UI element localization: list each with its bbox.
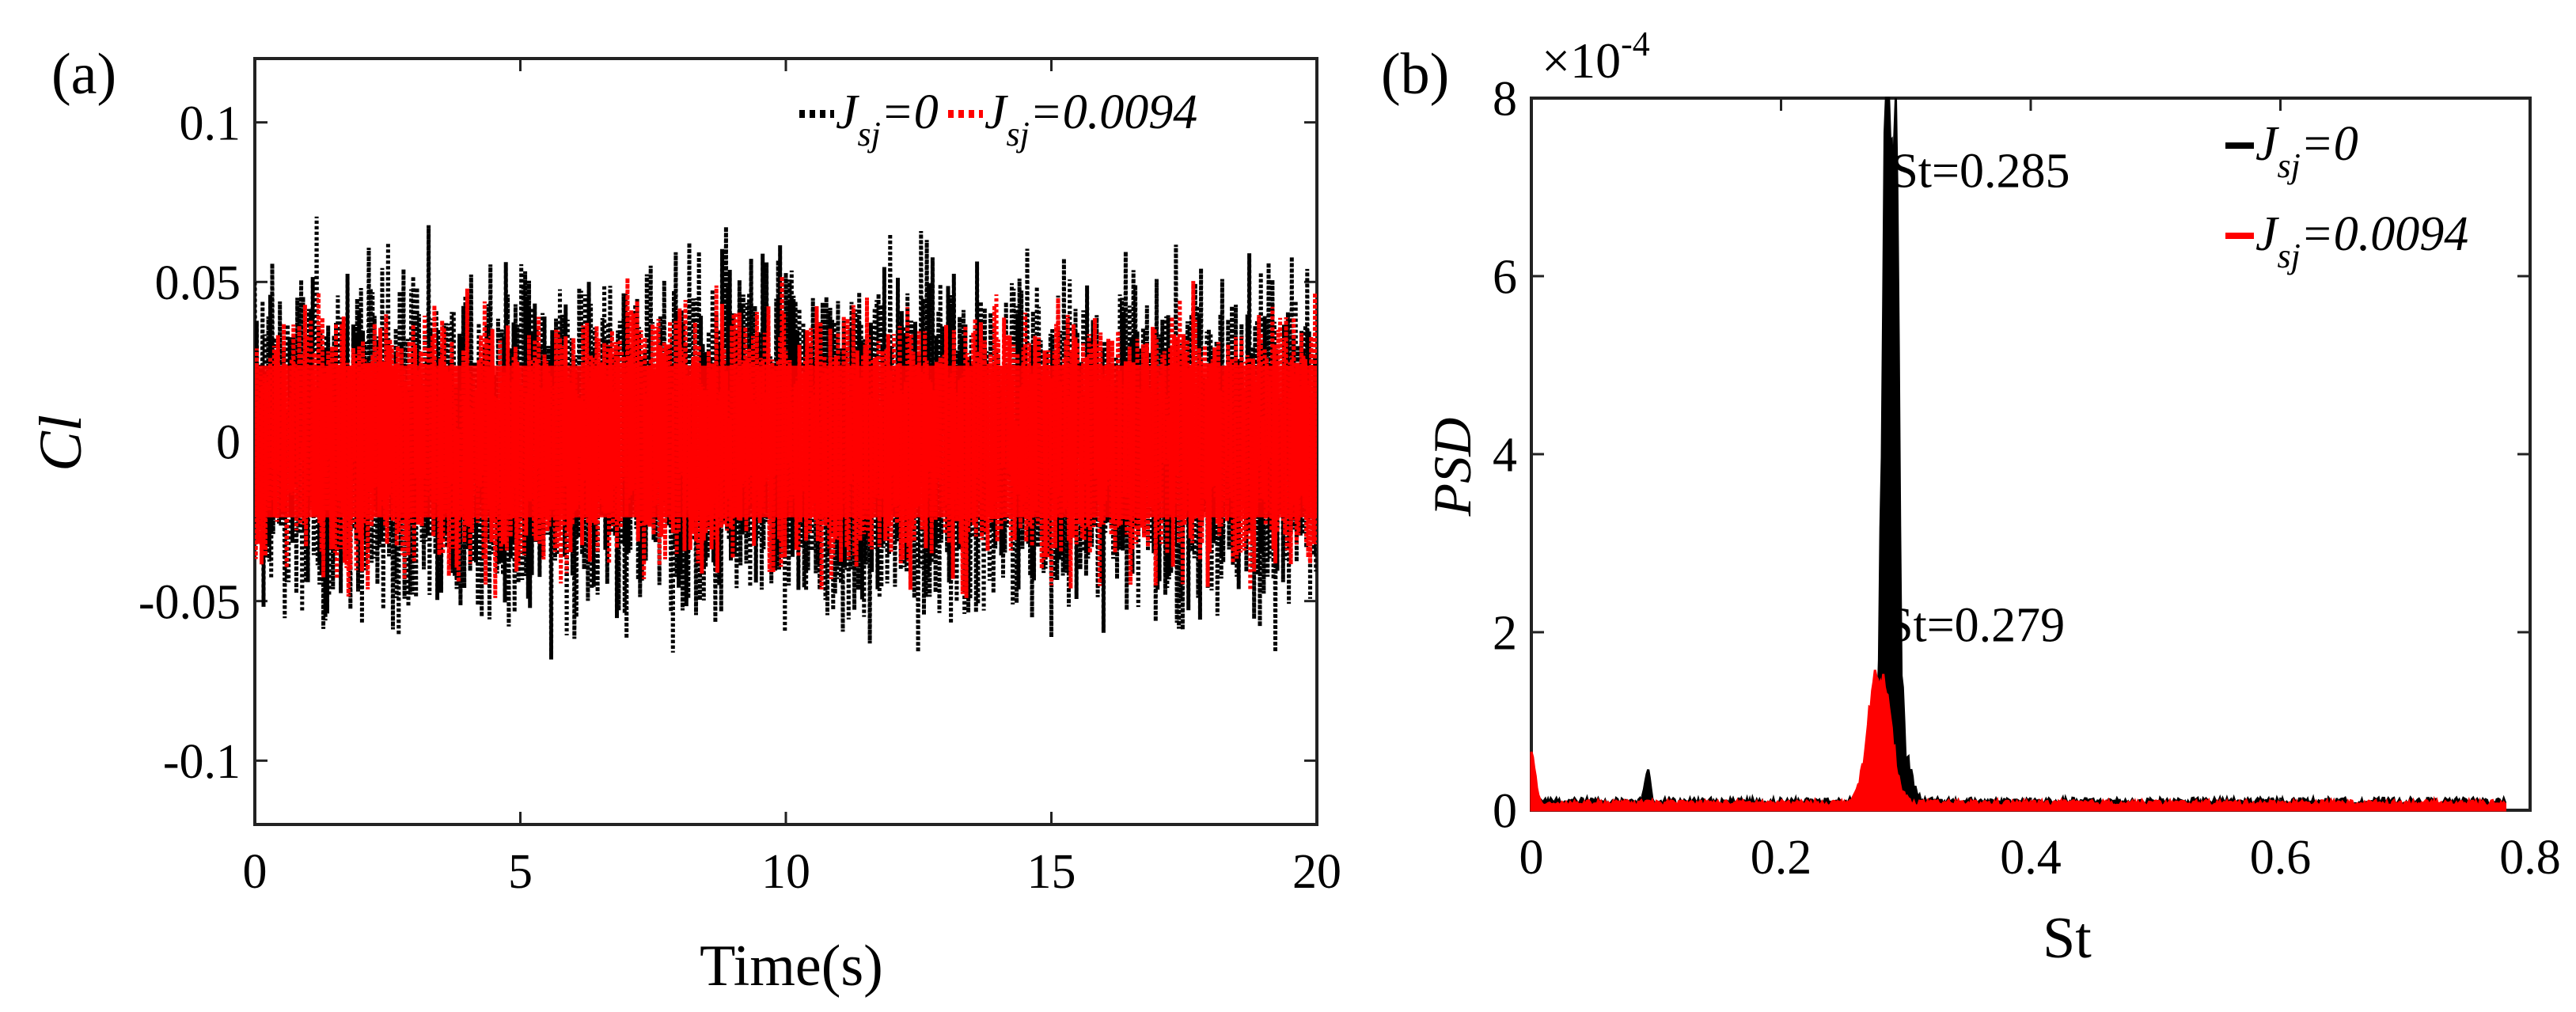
y-tick-label: 0 <box>216 416 241 470</box>
scale-exponent: -4 <box>1621 25 1650 63</box>
legend-a: Jsj=0 Jsj=0.0094 <box>799 85 1197 154</box>
scale-base: ×10 <box>1542 32 1621 89</box>
series-group-a <box>255 216 1317 660</box>
y-tick-label: 0 <box>1493 785 1517 839</box>
y-axis-label-b: PSD <box>1422 418 1482 517</box>
x-axis-label-a: Time(s) <box>700 934 883 999</box>
scale-factor: ×10-4 <box>1542 25 1650 89</box>
panel-a: (a) Cl Time(s) 0 5 10 15 20 -0.1 -0.05 0 0.05 0.1… <box>28 42 1341 999</box>
peak-annotation: St=0.285 <box>1891 145 2070 199</box>
legend-b: Jsj=0 Jsj=0.0094 <box>2225 117 2468 275</box>
x-tick-label: 15 <box>1027 845 1076 899</box>
legend-b-jsj0-label: Jsj=0 <box>2255 117 2358 185</box>
y-tick-label: -0.1 <box>163 735 241 789</box>
y-tick-label: 0.1 <box>180 97 241 150</box>
plot-area-b: 0 0.2 0.4 0.6 0.802468St=0.285St=0.279Jsj=0J… <box>1493 73 2561 885</box>
legend-a-jsj0-label: Jsj=0 <box>836 85 939 154</box>
y-tick-label: 6 <box>1493 251 1517 305</box>
y-tick-label: 8 <box>1493 73 1517 127</box>
x-axis-label-b: St <box>2043 906 2092 971</box>
peak-annotation: St=0.279 <box>1886 598 2065 652</box>
panel-label-b: (b) <box>1381 42 1449 107</box>
x-tick-label: 20 <box>1292 845 1341 899</box>
spectrum-jsj0094 <box>1530 669 2506 812</box>
series-band-1 <box>255 366 1317 517</box>
y-axis-label-a: Cl <box>28 415 94 472</box>
plot-area-a: 0 5 10 15 20 -0.1 -0.05 0 0.05 0.1 Jsj=0 Jsj=0.0094 <box>138 57 1341 899</box>
y-tick-label: 4 <box>1493 429 1517 483</box>
y-tick-label: 0.05 <box>155 256 241 310</box>
spectrum-jsj0 <box>1530 97 2506 812</box>
x-tick-label: 0.8 <box>2499 831 2561 885</box>
axes-frame <box>1530 97 2532 812</box>
x-tick-label: 0.6 <box>2250 831 2312 885</box>
panel-b: (b) PSD St ×10-4 0 0.2 0.4 0.6 0.8 0 2 4 6 8 St=0.… <box>1381 25 2561 971</box>
x-tick-label: 0 <box>243 845 267 899</box>
y-tick-label: 2 <box>1493 607 1517 661</box>
x-tick-label: 0.4 <box>2000 831 2062 885</box>
x-tick-label: 0 <box>1519 831 1544 885</box>
x-tick-label: 0.2 <box>1751 831 1812 885</box>
y-tick-label: -0.05 <box>138 575 241 629</box>
panel-label-a: (a) <box>51 42 116 107</box>
legend-a-jsj0094-label: Jsj=0.0094 <box>984 85 1197 154</box>
x-tick-label: 5 <box>508 845 533 899</box>
x-tick-label: 10 <box>761 845 810 899</box>
legend-b-jsj0094-label: Jsj=0.0094 <box>2255 207 2468 275</box>
